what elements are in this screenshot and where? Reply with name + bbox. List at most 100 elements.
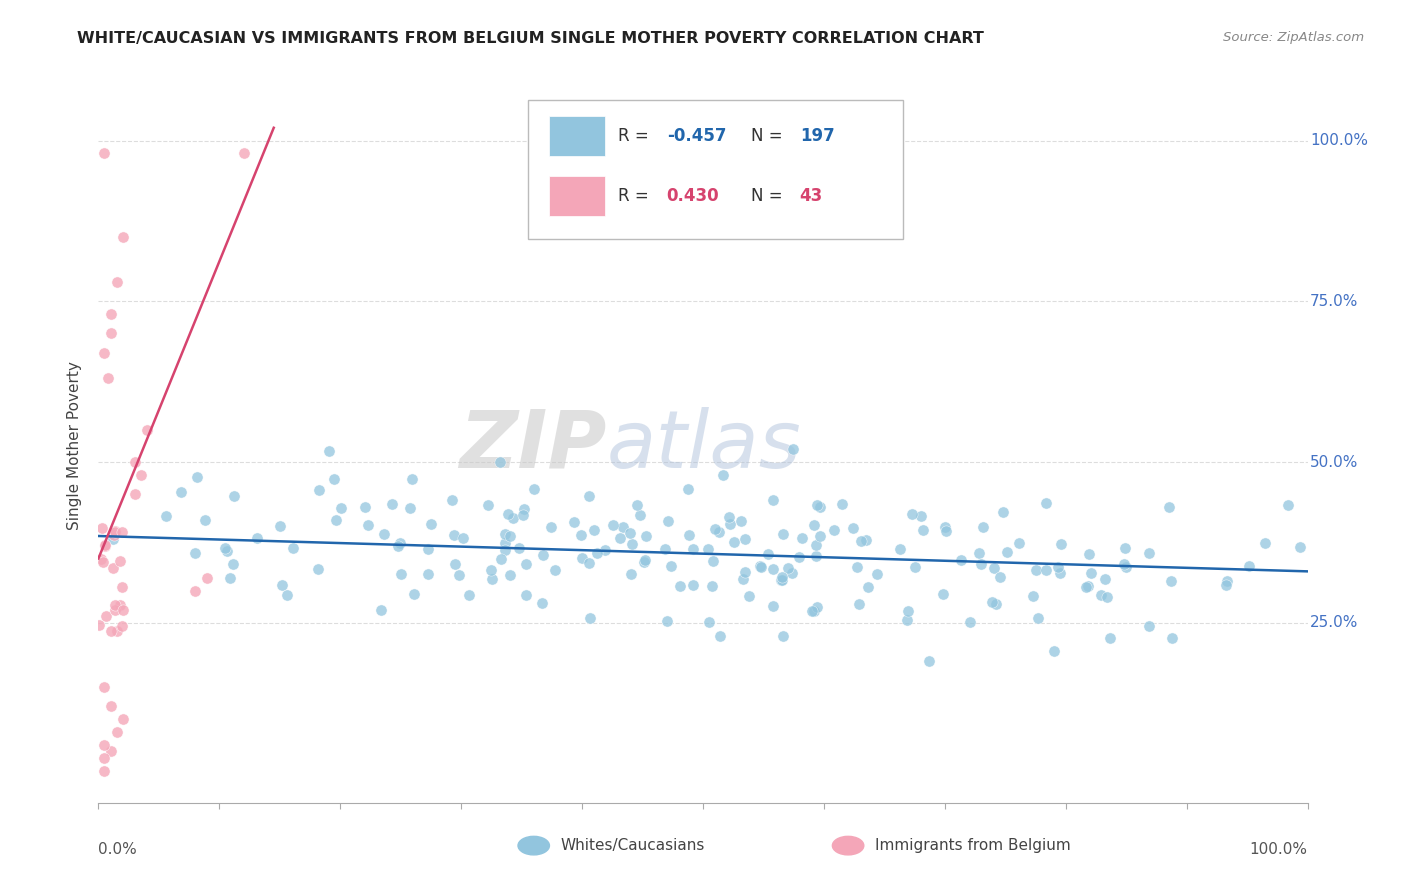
Point — [93, 764, 115, 778]
Point — [443, 558, 465, 572]
Point — [103, 528, 125, 542]
Point — [389, 567, 412, 582]
Point — [678, 528, 700, 542]
Point — [100, 307, 122, 321]
Point — [104, 603, 127, 617]
Text: 100.0%: 100.0% — [1310, 133, 1368, 148]
Point — [91, 555, 114, 569]
Point — [402, 587, 425, 601]
Point — [984, 597, 1007, 611]
Point — [401, 472, 423, 486]
Point — [1114, 541, 1136, 556]
Point — [593, 542, 616, 557]
Point — [1254, 536, 1277, 550]
Point — [502, 511, 524, 525]
Point — [93, 146, 115, 161]
Point — [1025, 563, 1047, 577]
Point — [912, 523, 935, 537]
Text: N =: N = — [751, 187, 789, 205]
Circle shape — [832, 837, 863, 855]
Point — [451, 531, 474, 545]
Point — [931, 587, 953, 601]
Point — [325, 513, 347, 527]
Point — [770, 570, 793, 584]
Point — [1137, 546, 1160, 560]
Point — [991, 505, 1014, 519]
Point — [318, 443, 340, 458]
Text: atlas: atlas — [606, 407, 801, 485]
Point — [918, 654, 941, 668]
Text: 0.430: 0.430 — [666, 187, 720, 205]
Point — [657, 514, 679, 528]
Point — [276, 588, 298, 602]
Point — [1095, 590, 1118, 604]
Point — [803, 518, 825, 533]
Text: N =: N = — [751, 127, 789, 145]
Point — [804, 549, 827, 563]
Point — [702, 554, 724, 568]
Point — [489, 552, 512, 566]
Point — [770, 573, 793, 587]
Point — [678, 482, 700, 496]
Point — [515, 557, 537, 571]
Point — [135, 423, 157, 437]
Point — [281, 541, 304, 556]
Point — [682, 542, 704, 557]
Point — [512, 508, 534, 522]
Point — [1157, 500, 1180, 514]
Point — [855, 533, 877, 548]
Point — [1094, 572, 1116, 586]
Point — [756, 547, 779, 561]
Point — [269, 519, 291, 533]
Point — [1099, 631, 1122, 645]
Point — [1043, 643, 1066, 657]
Point — [711, 467, 734, 482]
Point — [100, 326, 122, 341]
Point — [707, 525, 730, 540]
Point — [184, 583, 207, 598]
Point — [513, 502, 536, 516]
Point — [904, 560, 927, 574]
Point — [782, 566, 804, 580]
Point — [655, 614, 678, 628]
Point — [1047, 559, 1070, 574]
Point — [540, 520, 562, 534]
Point — [762, 599, 785, 613]
Text: 25.0%: 25.0% — [1310, 615, 1358, 631]
Point — [1022, 589, 1045, 603]
Point — [1289, 541, 1312, 555]
Point — [734, 532, 756, 546]
Point — [101, 533, 124, 547]
Text: Whites/Caucasians: Whites/Caucasians — [561, 838, 704, 853]
Point — [810, 529, 832, 543]
Point — [217, 543, 239, 558]
Point — [530, 596, 553, 610]
Point — [477, 498, 499, 512]
Point — [498, 529, 520, 543]
Point — [723, 534, 745, 549]
Point — [111, 524, 134, 539]
Text: 0.0%: 0.0% — [98, 842, 138, 857]
Point — [620, 566, 643, 581]
Point — [1216, 574, 1239, 589]
Point — [531, 548, 554, 562]
Point — [981, 595, 1004, 609]
Point — [111, 712, 134, 726]
Point — [89, 551, 111, 566]
Point — [105, 725, 128, 739]
Point — [93, 539, 115, 553]
Point — [731, 572, 754, 586]
FancyBboxPatch shape — [527, 100, 903, 239]
Point — [499, 567, 522, 582]
Point — [762, 562, 785, 576]
Point — [831, 497, 853, 511]
Text: 197: 197 — [800, 127, 835, 145]
Point — [224, 489, 246, 503]
Point — [110, 554, 132, 568]
Point — [579, 611, 602, 625]
Point — [129, 467, 152, 482]
Point — [585, 546, 607, 560]
Point — [1137, 618, 1160, 632]
Point — [846, 559, 869, 574]
Point — [806, 498, 828, 512]
